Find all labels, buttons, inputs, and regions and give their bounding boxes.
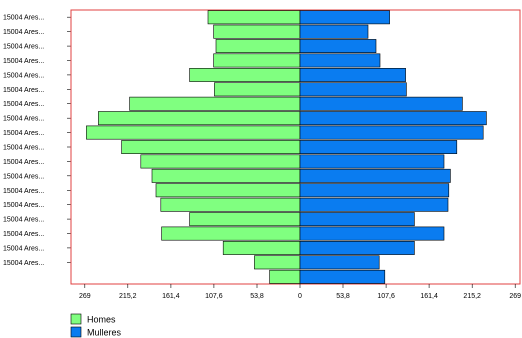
- bar-mulleres: [299, 212, 415, 227]
- bar-mulleres: [299, 111, 487, 126]
- x-tick-label: 161,4: [420, 293, 438, 300]
- legend-swatch-homes: [70, 313, 82, 325]
- bar-homes: [213, 53, 301, 68]
- x-tick-label: 0: [298, 293, 302, 300]
- category-label: 15004 Ares...: [3, 15, 44, 22]
- category-label: 15004 Ares...: [3, 260, 44, 267]
- bar-homes: [207, 10, 301, 25]
- bar-homes: [129, 96, 301, 111]
- bar-homes: [213, 24, 301, 39]
- category-label: 15004 Ares...: [3, 245, 44, 252]
- x-axis: 269 215,2 161,4 107,6 53,8 0 53,8 107,6 161,4 215…: [79, 284, 521, 300]
- bar-mulleres: [299, 168, 451, 183]
- category-label: 15004 Ares...: [3, 202, 44, 209]
- bar-mulleres: [299, 183, 450, 198]
- category-label: 15004 Ares...: [3, 231, 44, 238]
- category-label: 15004 Ares...: [3, 145, 44, 152]
- category-label: 15004 Ares...: [3, 217, 44, 224]
- category-label: 15004 Ares...: [3, 173, 44, 180]
- x-tick-label: 269: [79, 293, 91, 300]
- bar-homes: [189, 212, 301, 227]
- bar-homes: [254, 255, 301, 270]
- category-label: 15004 Ares...: [3, 116, 44, 123]
- legend-swatch-mulleres: [70, 326, 82, 338]
- bar-homes: [161, 226, 301, 241]
- category-labels: 15004 Ares... 15004 Ares... 15004 Ares... 1…: [3, 15, 71, 267]
- x-tick-label: 161,4: [162, 293, 180, 300]
- category-label: 15004 Ares...: [3, 188, 44, 195]
- bar-homes: [222, 241, 301, 255]
- bar-mulleres: [299, 68, 406, 82]
- category-label: 15004 Ares...: [3, 101, 44, 108]
- bar-homes: [269, 269, 301, 284]
- bar-homes: [215, 39, 301, 54]
- bar-homes: [160, 197, 301, 212]
- bar-mulleres: [299, 53, 381, 68]
- bar-homes: [140, 154, 301, 169]
- x-tick-label: 53,8: [250, 293, 264, 300]
- category-label: 15004 Ares...: [3, 159, 44, 166]
- series-mulleres: [299, 10, 487, 284]
- bars: [86, 10, 487, 284]
- legend-label-homes: Homes: [87, 315, 116, 325]
- x-tick-label: 215,2: [119, 293, 137, 300]
- x-tick-label: 107,6: [377, 293, 395, 300]
- bar-homes: [86, 125, 301, 140]
- bar-mulleres: [299, 96, 463, 111]
- bar-mulleres: [299, 39, 377, 54]
- legend: Homes Mulleres: [70, 313, 122, 338]
- bar-mulleres: [299, 226, 445, 241]
- bar-homes: [155, 183, 301, 198]
- bar-mulleres: [299, 10, 390, 25]
- bar-homes: [121, 140, 301, 154]
- category-label: 15004 Ares...: [3, 130, 44, 137]
- bar-mulleres: [299, 140, 458, 154]
- bar-mulleres: [299, 154, 445, 169]
- bar-mulleres: [299, 82, 407, 97]
- x-tick-label: 215,2: [463, 293, 481, 300]
- legend-label-mulleres: Mulleres: [87, 328, 122, 338]
- bar-mulleres: [299, 24, 369, 39]
- x-tick-label: 269: [509, 293, 521, 300]
- category-label: 15004 Ares...: [3, 87, 44, 94]
- category-label: 15004 Ares...: [3, 58, 44, 65]
- x-tick-label: 107,6: [205, 293, 223, 300]
- bar-mulleres: [299, 197, 449, 212]
- bar-homes: [98, 111, 301, 126]
- bar-homes: [214, 82, 301, 97]
- x-tick-label: 53,8: [336, 293, 350, 300]
- bar-homes: [189, 68, 301, 82]
- bar-mulleres: [299, 125, 484, 140]
- bar-mulleres: [299, 241, 415, 255]
- category-label: 15004 Ares...: [3, 44, 44, 51]
- bar-mulleres: [299, 255, 380, 270]
- plot-frame: [70, 9, 521, 285]
- category-label: 15004 Ares...: [3, 72, 44, 79]
- series-homes: [86, 10, 301, 284]
- bar-mulleres: [299, 269, 386, 284]
- bar-homes: [151, 168, 301, 183]
- category-label: 15004 Ares...: [3, 29, 44, 36]
